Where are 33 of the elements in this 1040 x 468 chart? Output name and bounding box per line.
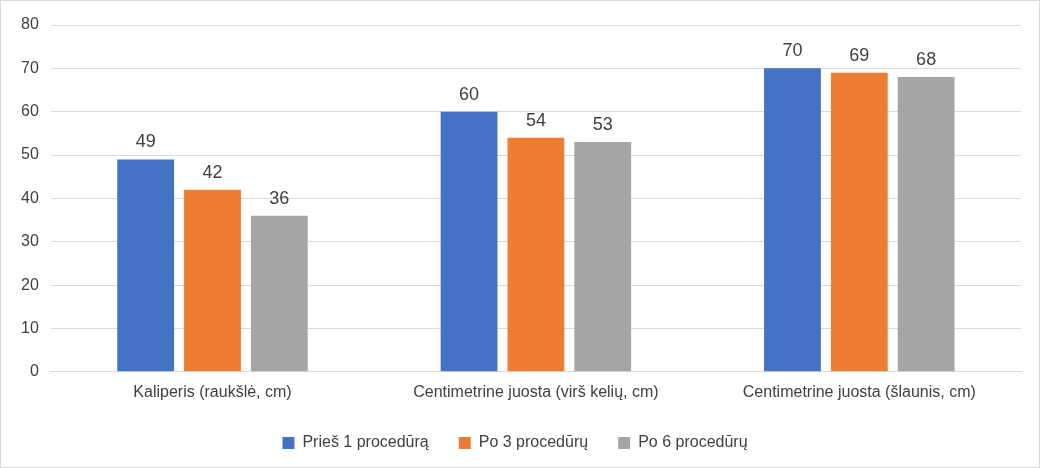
data-label: 53	[592, 114, 613, 135]
legend-label: Po 6 procedūrų	[638, 433, 748, 451]
data-label: 60	[459, 83, 480, 104]
bar	[574, 142, 632, 372]
bar	[440, 111, 498, 372]
y-tick-label: 20	[21, 275, 39, 293]
x-tick-label: Centimetrine juosta (virš kelių, cm)	[413, 382, 659, 400]
y-tick-label: 70	[21, 58, 39, 76]
data-label: 54	[525, 109, 546, 130]
data-label: 49	[135, 131, 156, 152]
y-tick-label: 50	[21, 145, 39, 163]
data-label: 68	[916, 48, 937, 69]
bar	[897, 77, 955, 372]
x-tick-label: Centimetrine juosta (šlaunis, cm)	[742, 382, 976, 400]
bar	[764, 68, 821, 372]
data-label: 42	[202, 161, 223, 182]
bar	[184, 189, 241, 372]
legend-label: Prieš 1 procedūrą	[302, 433, 429, 451]
y-tick-label: 80	[21, 15, 39, 33]
bar	[830, 72, 888, 372]
y-tick-label: 30	[21, 232, 39, 250]
y-tick-label: 40	[21, 188, 39, 206]
y-tick-label: 10	[21, 318, 39, 336]
legend-label: Po 3 procedūrų	[478, 433, 589, 451]
data-label: 69	[849, 44, 870, 65]
y-tick-label: 60	[21, 102, 39, 120]
bar	[507, 137, 565, 372]
bar	[250, 215, 308, 372]
data-label: 70	[782, 40, 803, 61]
data-label: 36	[269, 187, 290, 208]
y-tick-label: 0	[29, 362, 39, 380]
bar	[117, 159, 175, 372]
x-tick-label: Kaliperis (raukšlė, cm)	[133, 382, 292, 400]
